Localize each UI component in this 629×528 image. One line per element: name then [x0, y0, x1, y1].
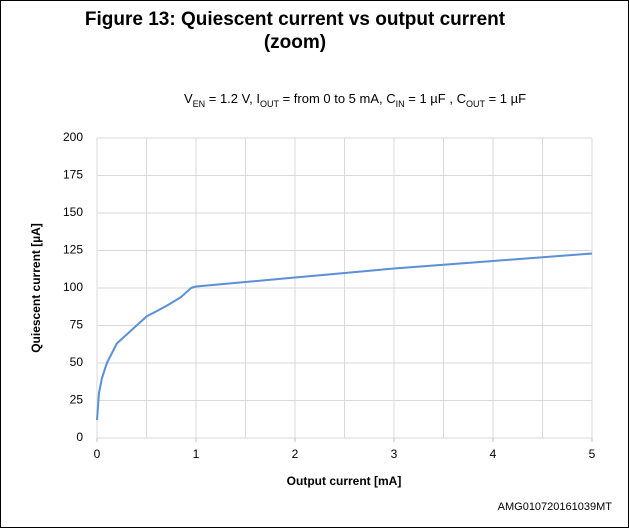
x-tick-label: 1 — [193, 447, 200, 461]
y-tick-label: 125 — [63, 243, 83, 257]
subscript: OUT — [260, 99, 280, 109]
y-tick-label: 200 — [63, 130, 83, 144]
data-line — [96, 252, 593, 421]
x-tick-label: 2 — [292, 447, 299, 461]
footnote: AMG010720161039MT — [498, 501, 613, 513]
x-tick-label: 5 — [589, 447, 596, 461]
x-tick-label: 3 — [391, 447, 398, 461]
y-tick-label: 150 — [63, 205, 83, 219]
y-axis-label: Quiescent current [µA] — [29, 223, 43, 353]
subtitle-part: = 1 µF , C — [405, 91, 466, 106]
x-tick-label: 0 — [94, 447, 101, 461]
subscript: OUT — [466, 99, 486, 109]
chart-subtitle: VEN = 1.2 V, IOUT = from 0 to 5 mA, CIN … — [184, 91, 526, 109]
y-tick-label: 0 — [76, 430, 83, 444]
subtitle-part: = 1 µF — [485, 91, 526, 106]
subscript: IN — [396, 99, 405, 109]
y-tick-label: 100 — [63, 280, 83, 294]
subtitle-part: = 1.2 V, I — [205, 91, 260, 106]
subtitle-part: = from 0 to 5 mA, C — [279, 91, 396, 106]
subtitle-part: V — [184, 91, 193, 106]
y-tick-label: 50 — [70, 355, 84, 369]
y-tick-label: 25 — [70, 393, 84, 407]
x-axis-label: Output current [mA] — [287, 474, 402, 488]
chart-title: Figure 13: Quiescent current vs output c… — [84, 9, 506, 53]
y-tick-label: 175 — [63, 168, 83, 182]
subscript: EN — [193, 99, 206, 109]
y-tick-label: 75 — [70, 318, 84, 332]
x-tick-label: 4 — [490, 447, 497, 461]
